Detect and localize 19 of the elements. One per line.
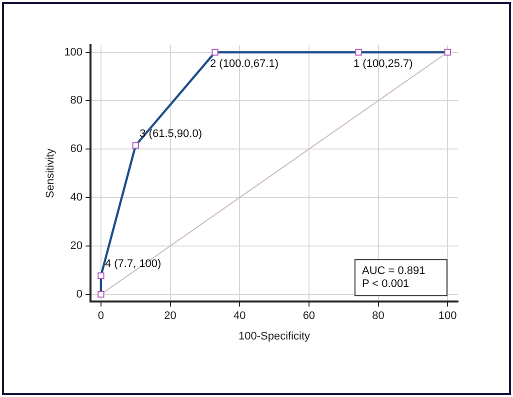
annotation: 4 (7.7, 100) (104, 258, 162, 270)
x-tick-label: 0 (98, 310, 104, 322)
y-tick-label: 100 (64, 46, 83, 58)
annotation: P < 0.001 (362, 278, 410, 290)
y-tick-label: 20 (70, 240, 83, 252)
x-axis-title: 100-Specificity (238, 330, 311, 342)
y-tick-label: 0 (76, 288, 83, 300)
x-tick-label: 60 (302, 310, 316, 322)
x-tick-label: 20 (164, 310, 176, 322)
annotation: AUC = 0.891 (362, 265, 426, 278)
y-tick-label: 80 (70, 94, 83, 107)
y-tick-label: 40 (70, 192, 83, 204)
y-tick-label: 60 (70, 143, 83, 156)
y-axis-title: Sensitivity (44, 148, 57, 198)
x-tick-label: 40 (233, 310, 246, 322)
annotation: 2 (100.0,67.1) (210, 58, 278, 70)
annotation: 1 (100,25.7) (354, 58, 413, 70)
x-tick-label: 100 (438, 310, 457, 322)
x-tick-label: 80 (372, 310, 384, 322)
